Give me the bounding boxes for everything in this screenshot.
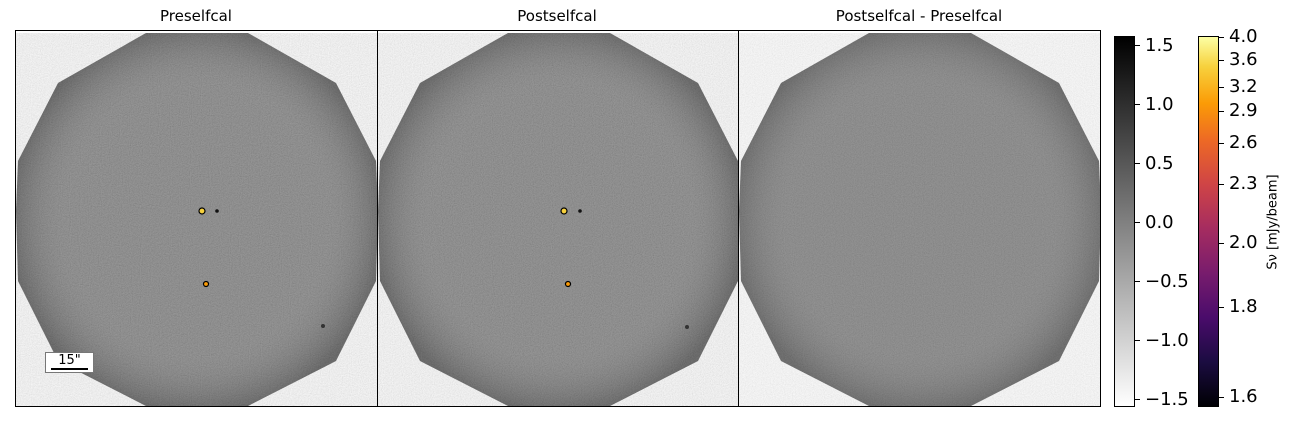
colorbar-inferno-tick: 2.9: [1229, 100, 1258, 121]
source-marker: [564, 280, 572, 288]
colorbar-inferno-tick: 1.6: [1229, 386, 1258, 407]
image-preselfcal: [16, 33, 377, 406]
panel-title-difference: Postselfcal - Preselfcal: [835, 7, 1003, 25]
colorbar-gray-tick: 0.0: [1145, 212, 1174, 233]
colorbar-gray-tick: −0.5: [1145, 271, 1189, 292]
colorbar-gray-tick: 1.0: [1145, 94, 1174, 115]
colorbar-inferno-tick: 2.6: [1229, 132, 1258, 153]
colorbar-inferno: [1198, 36, 1219, 407]
scale-bar-label: 15": [58, 353, 81, 368]
colorbar-gray-tick: 0.5: [1145, 153, 1174, 174]
colorbar-gray-tick: 1.5: [1145, 35, 1174, 56]
source-marker: [198, 207, 206, 215]
image-postselfcal: [378, 33, 738, 406]
colorbar-gray-tick: −1.0: [1145, 330, 1189, 351]
panel-title-postselfcal: Postselfcal: [517, 7, 597, 25]
colorbar-gray-tick: −1.5: [1145, 389, 1189, 410]
colorbar-gray: [1114, 36, 1135, 407]
panel-title-preselfcal: Preselfcal: [160, 7, 232, 25]
panel-difference: [738, 30, 1101, 407]
colorbar-label: Sν [mJy/beam]: [1265, 174, 1281, 270]
colorbar-inferno-tick: 4.0: [1229, 26, 1258, 47]
panel-postselfcal: [377, 30, 739, 407]
colorbar-inferno-tick: 2.3: [1229, 173, 1258, 194]
source-marker: [560, 207, 568, 215]
panel-preselfcal: 15": [15, 30, 378, 407]
image-difference: [739, 33, 1100, 406]
source-marker: [202, 280, 210, 288]
colorbar-inferno-tick: 3.6: [1229, 49, 1258, 70]
colorbar-inferno-tick: 3.2: [1229, 76, 1258, 97]
colorbar-inferno-tick: 1.8: [1229, 296, 1258, 317]
colorbar-inferno-tick: 2.0: [1229, 232, 1258, 253]
scale-bar: 15": [45, 352, 94, 373]
scale-bar-line: [51, 368, 88, 370]
